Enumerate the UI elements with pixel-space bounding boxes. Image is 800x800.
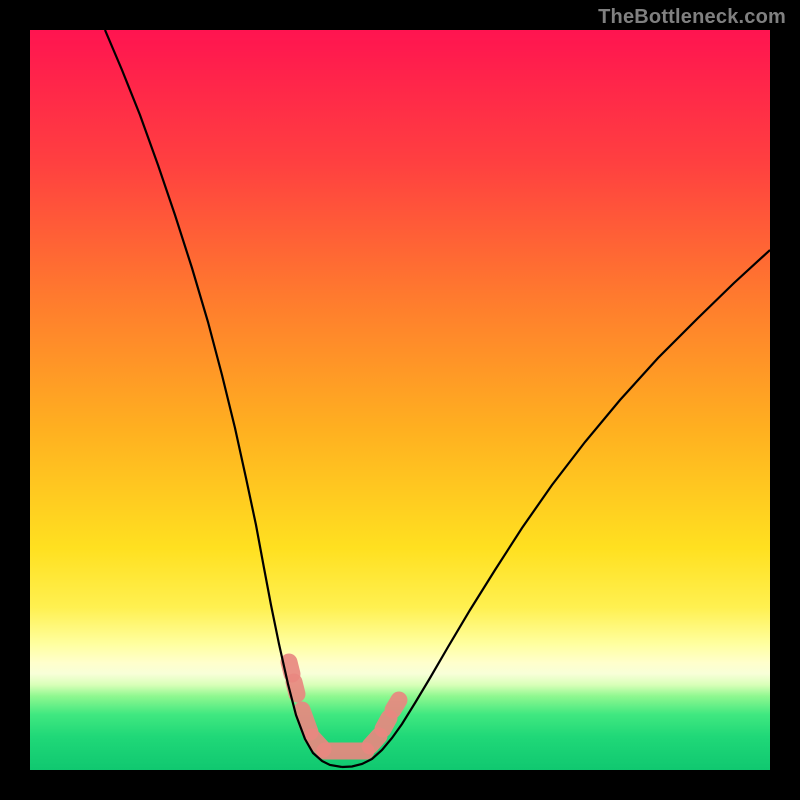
curve-left-branch (105, 30, 342, 767)
curve-right-branch (342, 250, 770, 767)
chart-frame: TheBottleneck.com (0, 0, 800, 800)
watermark-text: TheBottleneck.com (598, 6, 786, 29)
bottleneck-curve (30, 30, 770, 770)
plot-area (30, 30, 770, 770)
